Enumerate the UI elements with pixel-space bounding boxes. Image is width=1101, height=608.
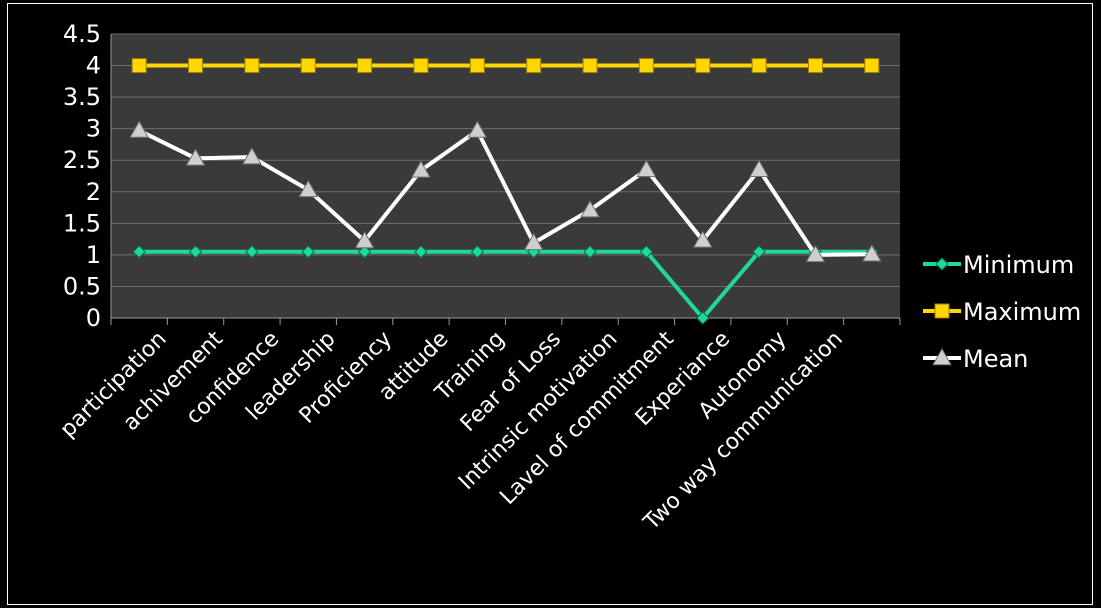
legend-label: Maximum [963,298,1081,326]
minimum-line [139,249,872,322]
legend-item-mean: Mean [923,345,1028,373]
mean-point [354,230,375,249]
mean-point [580,200,600,218]
mean-point [298,179,319,198]
minimum-point [583,245,597,259]
maximum-point [807,58,823,74]
minimum-point [414,245,428,259]
legend: Minimum Maximum Mean [923,251,1081,373]
mean-point [523,232,544,251]
maximum-point [864,58,880,74]
series-layer [129,58,882,325]
y-tick-label: 0.5 [63,272,101,300]
legend-label: Mean [963,345,1028,373]
mean-line [138,127,872,257]
maximum-point [131,58,147,74]
y-tick-label: 4.5 [63,20,101,48]
mean-point [636,159,657,177]
series-maximum [131,58,880,74]
maximum-point [751,58,767,74]
maximum-point [469,58,485,74]
y-axis-ticks: 0 0.5 1 1.5 2 2.5 3 3.5 4 4.5 [63,20,101,332]
series-minimum [132,245,879,325]
series-mean [129,120,882,263]
x-axis-ticks: participationachivementconfidenceleaders… [56,326,848,535]
mean-point [242,147,262,165]
mean-point [467,120,488,138]
minimum-point [301,245,315,259]
mean-point [805,244,826,263]
y-tick-label: 1 [86,241,101,269]
maximum-point [582,58,598,74]
mean-point [861,244,882,262]
maximum-point [300,58,316,74]
legend-marker [932,347,952,366]
maximum-point [695,58,711,74]
minimum-point [357,245,372,259]
minimum-point [752,245,766,259]
y-tick-label: 4 [86,52,101,80]
minimum-point [245,245,259,259]
y-tick-label: 2.5 [63,146,101,174]
legend-marker [934,303,950,319]
y-tick-label: 3.5 [63,83,101,111]
legend-marker [935,257,949,271]
legend-item-maximum: Maximum [923,298,1081,326]
y-tick-label: 2 [86,178,101,206]
legend-label: Minimum [963,251,1074,279]
minimum-point [132,245,146,259]
mean-point [185,148,206,166]
y-tick-label: 3 [86,115,101,143]
mean-point [692,230,713,248]
mean-point [411,160,431,178]
y-tick-label: 0 [86,304,101,332]
maximum-point [638,58,654,74]
mean-point [129,120,150,138]
y-tick-label: 1.5 [63,209,101,237]
plot-area [111,34,900,318]
axes [110,34,901,325]
maximum-point [357,58,373,74]
minimum-point [188,245,203,259]
minimum-point [639,245,654,259]
maximum-point [244,58,260,74]
minimum-point [696,311,710,325]
maximum-point [188,58,204,74]
minimum-point [470,245,485,259]
legend-item-minimum: Minimum [923,251,1074,279]
maximum-point [526,58,542,74]
mean-point [749,159,769,177]
maximum-point [413,58,429,74]
